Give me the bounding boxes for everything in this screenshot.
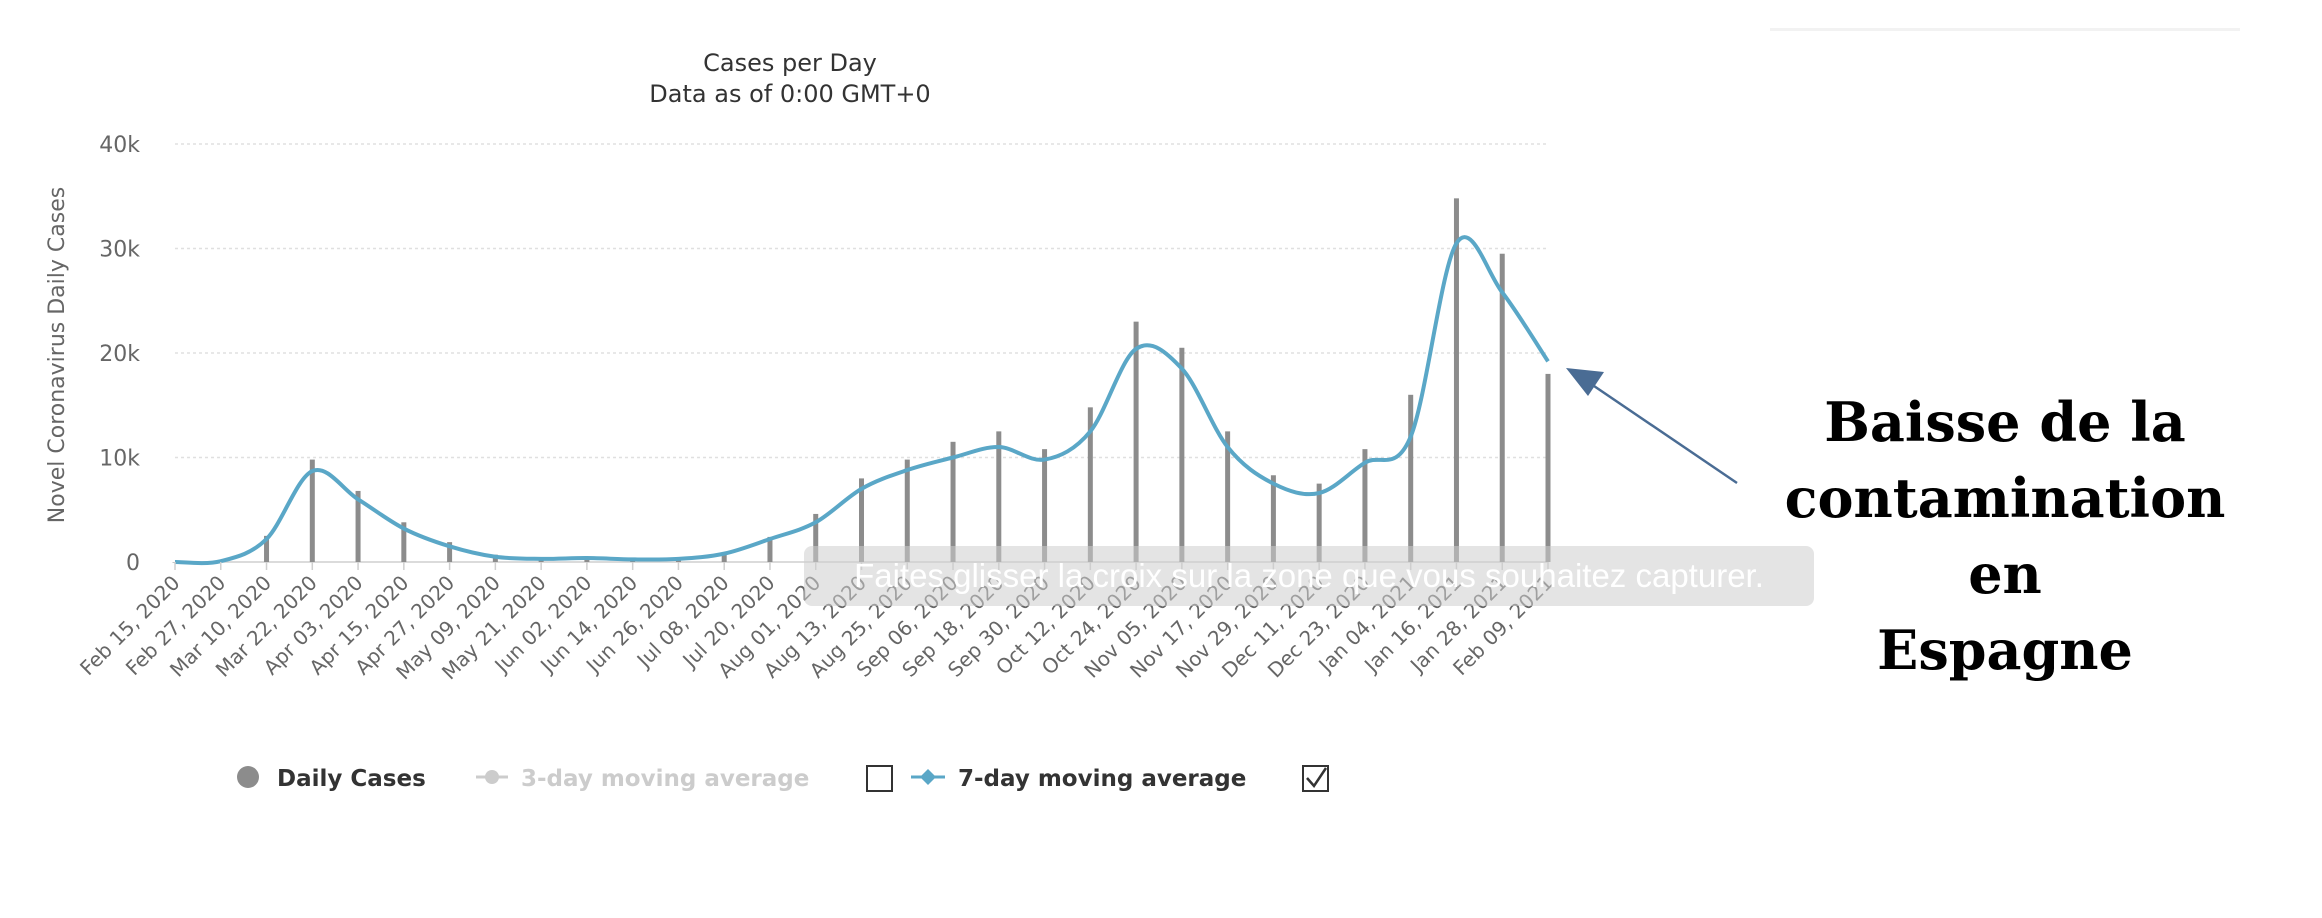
legend-daily-cases-marker <box>237 766 259 788</box>
legend-3-day-marker <box>485 770 499 784</box>
legend-3-day-label: 3-day moving average <box>521 766 809 792</box>
daily-cases-bar <box>1225 431 1231 562</box>
daily-cases-bar <box>1179 347 1185 562</box>
decorative-top-line <box>1770 28 2240 31</box>
daily-cases-bar <box>309 459 315 562</box>
daily-cases-bar <box>447 542 453 562</box>
daily-cases-bar <box>1087 407 1093 562</box>
annotation-line-3: Espagne <box>1877 618 2133 682</box>
daily-cases-bar <box>401 522 407 562</box>
seven-day-average-line <box>174 235 1550 566</box>
y-tick-label: 10k <box>99 447 140 472</box>
legend-item-3-day-average[interactable]: 3-day moving average <box>476 765 893 792</box>
chart-subtitle: Data as of 0:00 GMT+0 <box>649 80 930 108</box>
checkmark-icon <box>1306 767 1328 789</box>
annotation-arrow-head <box>1566 368 1604 396</box>
annotation-line-2: contamination en <box>1784 466 2226 606</box>
y-tick-label: 30k <box>99 238 140 263</box>
annotation-arrow <box>1566 368 1738 485</box>
daily-cases-bar <box>1133 321 1139 562</box>
chart-title: Cases per Day <box>703 49 877 77</box>
legend: Daily Cases 3-day moving average 7-day m… <box>237 765 1329 792</box>
annotation-arrow-shaft <box>1593 384 1738 485</box>
daily-cases-bars <box>172 198 1551 563</box>
daily-cases-bar <box>721 552 727 562</box>
daily-cases-bar <box>813 513 819 562</box>
annotation-line-1: Baisse de la <box>1824 390 2186 454</box>
capture-hint-toast: Faites glisser la croix sur la zone que … <box>804 546 1814 606</box>
daily-cases-bar <box>1499 253 1505 562</box>
daily-cases-bar <box>1270 475 1276 562</box>
daily-cases-bar <box>1408 394 1414 562</box>
seven-day-average-layer <box>174 235 1550 566</box>
daily-cases-bar <box>859 478 864 562</box>
y-axis-ticks: 0 10k 20k 30k 40k <box>99 133 140 576</box>
daily-cases-bar <box>1042 449 1048 562</box>
legend-7-day-marker <box>920 769 936 785</box>
legend-3-day-checkbox[interactable] <box>866 765 893 792</box>
daily-cases-bar <box>767 536 773 562</box>
y-tick-label: 20k <box>99 342 140 367</box>
daily-cases-bar <box>264 535 270 562</box>
daily-cases-bar <box>1362 449 1368 562</box>
legend-item-daily-cases[interactable]: Daily Cases <box>237 766 426 792</box>
legend-7-day-label: 7-day moving average <box>958 766 1246 792</box>
daily-cases-bar <box>950 441 956 562</box>
daily-cases-bar <box>996 431 1002 562</box>
daily-cases-bar <box>1453 198 1459 562</box>
daily-cases-bar <box>1316 483 1322 562</box>
y-tick-label: 40k <box>99 133 140 158</box>
legend-daily-cases-label: Daily Cases <box>277 766 426 792</box>
daily-cases-bar <box>1545 373 1551 562</box>
legend-item-7-day-average[interactable]: 7-day moving average <box>911 765 1329 792</box>
annotation-text: Baisse de la contamination en Espagne <box>1740 384 2270 688</box>
y-axis-label: Novel Coronavirus Daily Cases <box>45 187 70 523</box>
daily-cases-bar <box>355 490 361 562</box>
y-tick-label: 0 <box>126 551 140 576</box>
daily-cases-bar <box>904 459 910 562</box>
